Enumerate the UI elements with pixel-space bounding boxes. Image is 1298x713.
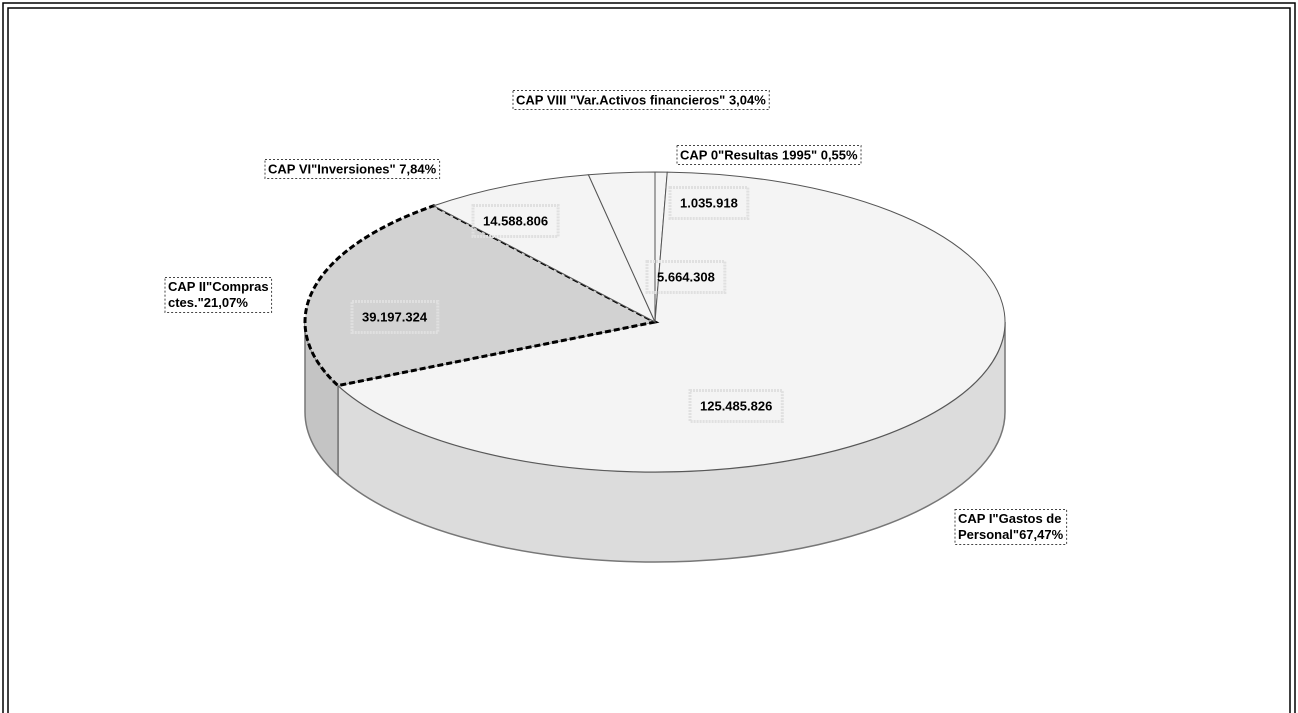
inner-frame — [7, 7, 1291, 713]
category-label: CAP VIII "Var.Activos financieros" 3,04% — [516, 92, 766, 107]
value-box — [471, 203, 560, 238]
label-box — [676, 144, 862, 165]
value-box — [645, 259, 727, 294]
label-box — [512, 89, 770, 110]
value-box — [668, 185, 750, 220]
pie-slice — [587, 171, 656, 323]
category-label: CAP I"Gastos de Personal"67,47% — [958, 511, 1064, 542]
value-box — [350, 299, 440, 334]
pie-slice — [303, 204, 660, 388]
value-label: 1.035.918 — [680, 195, 738, 210]
label-box — [954, 508, 1068, 545]
value-box — [688, 388, 784, 423]
label-box — [164, 276, 273, 313]
value-label: 5.664.308 — [657, 269, 715, 284]
category-label: CAP VI"Inversiones" 7,84% — [268, 161, 437, 176]
pie-slice — [432, 174, 657, 324]
value-label: 125.485.826 — [700, 398, 772, 413]
category-label: CAP 0"Resultas 1995" 0,55% — [680, 147, 858, 162]
value-label: 14.588.806 — [483, 213, 548, 228]
category-label: CAP II"Compras ctes."21,07% — [168, 279, 269, 310]
pie-slice — [336, 171, 1006, 473]
value-label: 39.197.324 — [362, 309, 428, 324]
label-box — [264, 158, 441, 179]
